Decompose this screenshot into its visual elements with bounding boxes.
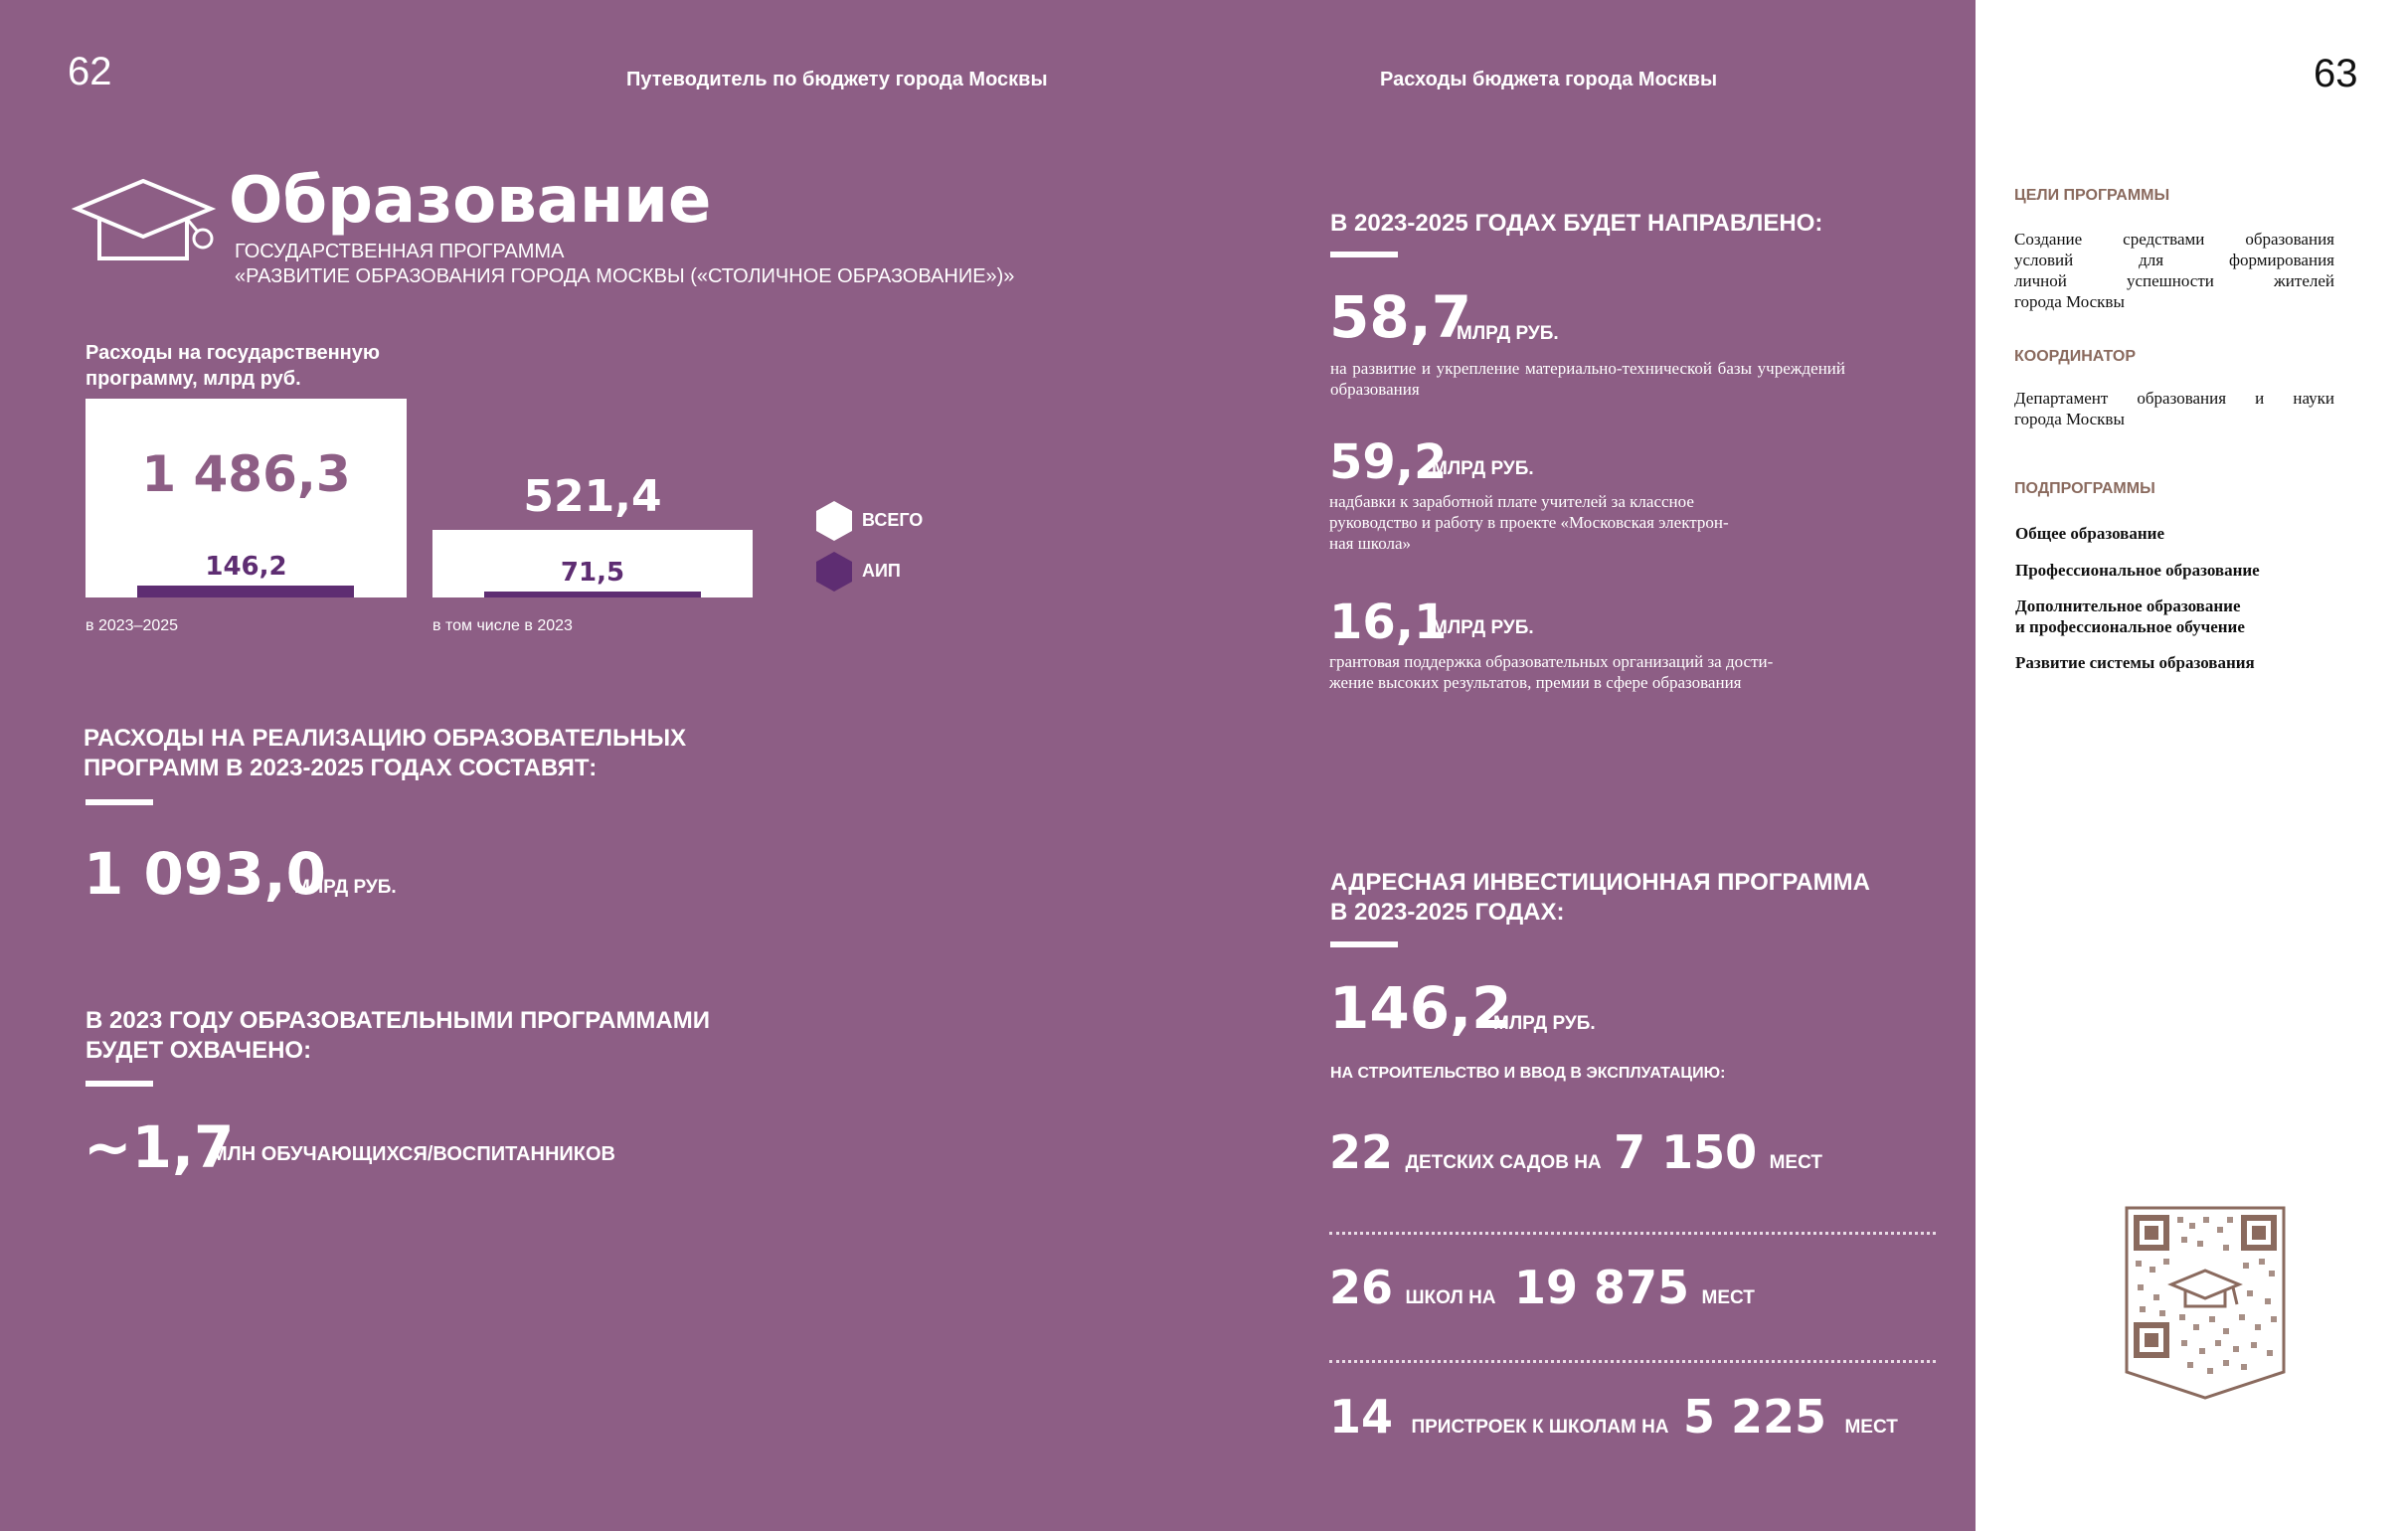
programs-heading-line1: РАСХОДЫ НА РЕАЛИЗАЦИЮ ОБРАЗОВАТЕЛЬНЫХ bbox=[84, 725, 687, 752]
sidebar-coordinator-line2: города Москвы bbox=[2014, 410, 2125, 428]
aip-heading-line1: АДРЕСНАЯ ИНВЕСТИЦИОННАЯ ПРОГРАММА bbox=[1330, 869, 1870, 896]
sidebar-goals-line3: личной успешности жителей bbox=[2014, 271, 2334, 290]
directed-accent-bar bbox=[1330, 252, 1398, 257]
bar-total-label-2023: 521,4 bbox=[523, 471, 662, 522]
running-title-right: Расходы бюджета города Москвы bbox=[1380, 69, 1718, 90]
program-name: «РАЗВИТИЕ ОБРАЗОВАНИЯ ГОРОДА МОСКВЫ («СТ… bbox=[235, 265, 1015, 287]
running-title-left: Путеводитель по бюджету города Москвы bbox=[626, 69, 1048, 90]
page-title: Образование bbox=[229, 164, 712, 238]
directed-unit-3: МЛРД РУБ. bbox=[1432, 617, 1534, 638]
qr-code-icon bbox=[2125, 1206, 2286, 1400]
bar-aip-2023-2025 bbox=[137, 586, 354, 597]
bar-total-2023: 71,5 bbox=[432, 530, 753, 597]
sidebar-goals-title: ЦЕЛИ ПРОГРАММЫ bbox=[2014, 187, 2170, 204]
aip-heading-line2: В 2023-2025 ГОДАХ: bbox=[1330, 899, 1565, 926]
aip-accent-bar bbox=[1330, 941, 1398, 947]
aip-row-schools-label: ШКОЛ НА bbox=[1405, 1287, 1496, 1308]
sidebar-subprogram-3-line1: Дополнительное образование bbox=[2015, 596, 2241, 615]
sidebar-coordinator-title: КООРДИНАТОР bbox=[2014, 348, 2137, 365]
coverage-unit: МЛН ОБУЧАЮЩИХСЯ/ВОСПИТАННИКОВ bbox=[211, 1143, 615, 1165]
page-number-right: 63 bbox=[2314, 52, 2358, 95]
programs-accent-bar bbox=[86, 799, 153, 805]
sidebar-subprogram-3-line2: и профессиональное обучение bbox=[2015, 617, 2245, 636]
directed-desc-2-line3: ная школа» bbox=[1329, 534, 1412, 553]
sidebar-subprograms-title: ПОДПРОГРАММЫ bbox=[2014, 480, 2155, 497]
category-label-2023: в том числе в 2023 bbox=[432, 617, 573, 634]
coverage-accent-bar bbox=[86, 1081, 153, 1087]
aip-row-kindergartens: 22 ДЕТСКИХ САДОВ НА 7 150 МЕСТ bbox=[1329, 1129, 1822, 1175]
aip-row-annexes-label: ПРИСТРОЕК К ШКОЛАМ НА bbox=[1411, 1417, 1669, 1438]
bar-aip-label-2023: 71,5 bbox=[560, 558, 625, 588]
sidebar-goals-line2: условий для формирования bbox=[2014, 251, 2334, 269]
aip-row-schools-count: 26 bbox=[1329, 1261, 1394, 1314]
coverage-heading-line2: БУДЕТ ОХВАЧЕНО: bbox=[86, 1037, 312, 1064]
program-label: ГОСУДАРСТВЕННАЯ ПРОГРАММА bbox=[235, 241, 565, 262]
bar-total-2023-2025: 1 486,3 146,2 bbox=[86, 399, 407, 597]
aip-row-schools-places: 19 875 bbox=[1513, 1261, 1690, 1314]
directed-value-2: 59,2 bbox=[1329, 434, 1448, 490]
aip-row-kindergartens-label: ДЕТСКИХ САДОВ НА bbox=[1405, 1152, 1602, 1173]
sidebar-subprogram-2: Профессиональное образование bbox=[2015, 561, 2260, 580]
aip-row-schools-unit: МЕСТ bbox=[1701, 1287, 1755, 1308]
aip-row-kindergartens-places: 7 150 bbox=[1614, 1125, 1758, 1179]
aip-row-annexes-count: 14 bbox=[1329, 1390, 1394, 1444]
programs-value: 1 093,0 bbox=[84, 840, 327, 908]
bar-aip-2023 bbox=[484, 592, 701, 597]
directed-desc-3-line2: жение высоких результатов, премии в сфер… bbox=[1329, 673, 1742, 692]
aip-unit: МЛРД РУБ. bbox=[1493, 1013, 1596, 1034]
sidebar-subprogram-4: Развитие системы образования bbox=[2015, 653, 2255, 672]
aip-subheading: НА СТРОИТЕЛЬСТВО И ВВОД В ЭКСПЛУАТАЦИЮ: bbox=[1330, 1065, 1726, 1082]
directed-value-1: 58,7 bbox=[1329, 283, 1472, 351]
aip-row-kindergartens-unit: МЕСТ bbox=[1769, 1152, 1822, 1173]
programs-heading-line2: ПРОГРАММ В 2023-2025 ГОДАХ СОСТАВЯТ: bbox=[84, 755, 598, 781]
coverage-value: ~1,7 bbox=[84, 1113, 235, 1181]
sidebar-goals-line1: Создание средствами образования bbox=[2014, 230, 2334, 249]
directed-value-3: 16,1 bbox=[1329, 595, 1448, 650]
directed-desc-2-line1: надбавки к заработной плате учителей за … bbox=[1329, 492, 1694, 511]
programs-unit: МЛРД РУБ. bbox=[294, 877, 397, 898]
coverage-heading-line1: В 2023 ГОДУ ОБРАЗОВАТЕЛЬНЫМИ ПРОГРАММАМИ bbox=[86, 1007, 710, 1034]
aip-row-annexes: 14 ПРИСТРОЕК К ШКОЛАМ НА 5 225 МЕСТ bbox=[1329, 1394, 1898, 1440]
aip-row-annexes-unit: МЕСТ bbox=[1844, 1417, 1898, 1438]
directed-unit-1: МЛРД РУБ. bbox=[1457, 323, 1559, 344]
directed-desc-3-line1: грантовая поддержка образовательных орга… bbox=[1329, 652, 1774, 671]
sidebar-goals-text: Создание средствами образования условий … bbox=[2014, 229, 2334, 312]
aip-row-schools: 26 ШКОЛ НА 19 875 МЕСТ bbox=[1329, 1265, 1755, 1310]
graduation-cap-icon bbox=[72, 179, 217, 260]
aip-value: 146,2 bbox=[1329, 974, 1512, 1042]
legend-aip-marker bbox=[816, 552, 852, 592]
sidebar-goals-line4: города Москвы bbox=[2014, 292, 2125, 311]
category-label-2023-2025: в 2023–2025 bbox=[86, 617, 179, 634]
directed-unit-2: МЛРД РУБ. bbox=[1432, 458, 1534, 479]
legend-total-label: ВСЕГО bbox=[862, 510, 924, 530]
aip-divider-1 bbox=[1329, 1232, 1936, 1235]
directed-desc-2-line2: руководство и работу в проекте «Московск… bbox=[1329, 513, 1729, 532]
bar-aip-label-2023-2025: 146,2 bbox=[205, 552, 287, 582]
sidebar-coordinator-text: Департамент образования и науки города М… bbox=[2014, 388, 2334, 429]
directed-desc-1: на развитие и укрепление материально-тех… bbox=[1330, 359, 1845, 399]
legend-aip-label: АИП bbox=[862, 561, 901, 581]
sidebar-subprogram-1: Общее образование bbox=[2015, 524, 2164, 543]
aip-divider-2 bbox=[1329, 1360, 1936, 1363]
aip-row-annexes-places: 5 225 bbox=[1682, 1390, 1827, 1444]
chart-title: Расходы на государственную программу, мл… bbox=[86, 342, 380, 390]
aip-row-kindergartens-count: 22 bbox=[1329, 1125, 1394, 1179]
sidebar-coordinator-line1: Департамент образования и науки bbox=[2014, 389, 2334, 408]
directed-heading: В 2023-2025 ГОДАХ БУДЕТ НАПРАВЛЕНО: bbox=[1330, 210, 1823, 237]
page-number-left: 62 bbox=[68, 50, 112, 93]
bar-total-label-2023-2025: 1 486,3 bbox=[141, 445, 351, 503]
purple-panel bbox=[0, 0, 1976, 1531]
